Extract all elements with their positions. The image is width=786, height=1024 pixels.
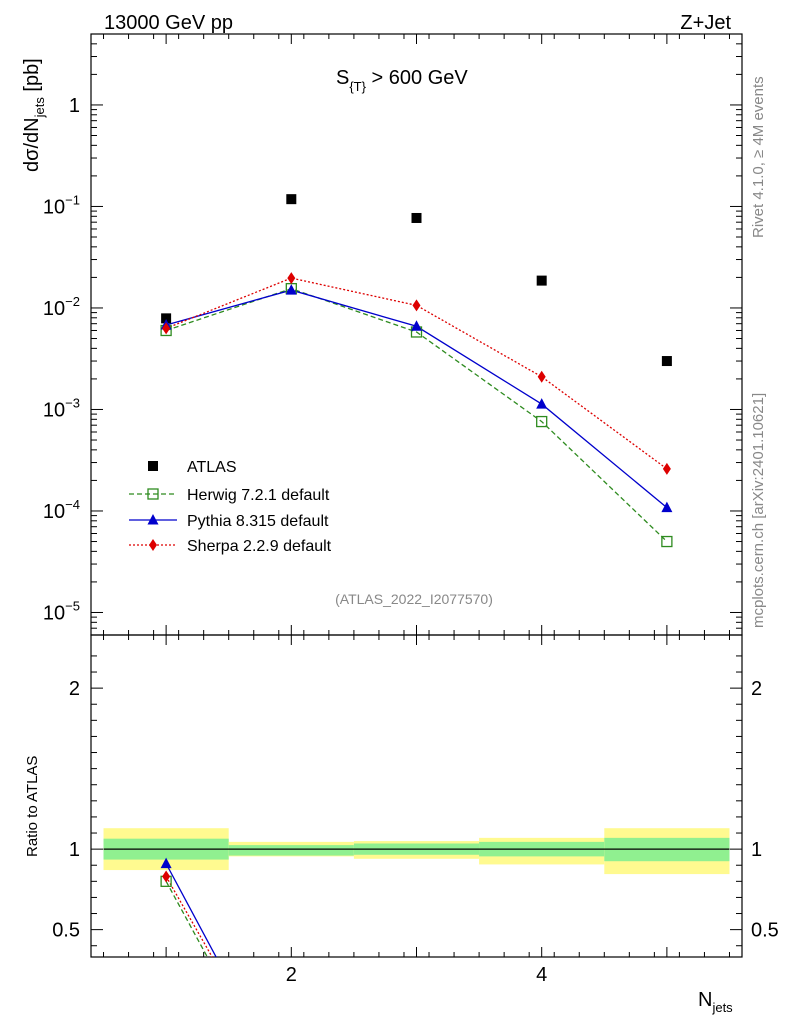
- legend-label-sherpa: Sherpa 2.2.9 default: [187, 538, 332, 555]
- legend-label-pythia: Pythia 8.315 default: [187, 513, 329, 530]
- energy-label: 13000 GeV pp: [104, 12, 233, 34]
- cut-label-main: S: [336, 67, 349, 89]
- process-label: Z+Jet: [680, 12, 731, 34]
- cut-label-sub: {T}: [349, 79, 366, 94]
- ratio-y-tick-label-right: 2: [751, 678, 762, 700]
- main-point-pythia-3: [411, 320, 422, 331]
- main-y-tick-mantissa: 10: [43, 501, 65, 523]
- main-y-tick-label: 1: [69, 95, 80, 117]
- main-point-pythia-2: [285, 284, 297, 295]
- main-y-tick-exponent: −3: [65, 395, 80, 410]
- ratio-panel-frame: [90, 634, 743, 958]
- rivet-label: Rivet 4.1.0, ≥ 4M events: [750, 76, 767, 238]
- main-y-tick-label: 10−2: [43, 294, 80, 320]
- main-y-tick-exponent: −2: [65, 294, 80, 309]
- cut-label: S{T} > 600 GeV: [336, 67, 468, 94]
- main-point-herwig-5: [661, 535, 673, 548]
- main-point-pythia-5: [661, 501, 673, 513]
- main-y-label-main: dσ/dN: [21, 117, 43, 172]
- main-point-pythia-4: [536, 398, 548, 409]
- ratio-y-tick-label-left: 2: [69, 678, 80, 700]
- ratio-y-axis-label: Ratio to ATLAS: [24, 756, 41, 857]
- main-y-tick-mantissa: 1: [69, 95, 80, 117]
- main-point-sherpa-1: [162, 322, 171, 335]
- ratio-y-tick-label-left: 1: [69, 839, 80, 861]
- main-point-data-4: [536, 275, 547, 286]
- main-point-herwig-4: [536, 415, 548, 428]
- ratio-line-herwig: [165, 881, 209, 957]
- legend-marker-data: [148, 461, 158, 471]
- main-point-sherpa-2: [287, 272, 296, 285]
- main-line-herwig: [165, 287, 668, 543]
- main-y-tick-label: 10−4: [43, 497, 80, 523]
- main-y-tick-label: 10−3: [43, 395, 80, 421]
- x-label-sub: jets: [711, 1000, 733, 1015]
- x-tick-label: 2: [286, 964, 297, 986]
- ratio-point-sherpa: [162, 870, 171, 883]
- main-point-data-2: [286, 194, 297, 205]
- ratio-series-group: [165, 863, 217, 957]
- legend-marker-herwig: [147, 488, 159, 500]
- main-y-tick-mantissa: 10: [43, 602, 65, 624]
- main-point-data-3: [411, 212, 422, 223]
- main-y-label-sub: jets: [32, 97, 47, 119]
- x-axis-label: Njets: [698, 989, 733, 1015]
- analysis-label: (ATLAS_2022_I2077570): [335, 591, 493, 607]
- main-y-tick-exponent: −4: [65, 497, 80, 512]
- main-y-tick-mantissa: 10: [43, 399, 65, 421]
- main-y-tick-exponent: −1: [65, 192, 80, 207]
- main-y-axis-label: dσ/dNjets [pb]: [21, 58, 47, 172]
- ratio-point-pythia: [160, 857, 172, 869]
- ratio-y-tick-label-left: 0.5: [52, 920, 80, 942]
- legend-label-herwig: Herwig 7.2.1 default: [187, 487, 330, 504]
- main-y-label-unit: [pb]: [21, 58, 43, 97]
- main-point-data-1: [161, 313, 172, 324]
- main-y-tick-label: 10−5: [43, 598, 80, 624]
- ratio-y-tick-label-right: 0.5: [751, 920, 779, 942]
- legend-marker-pythia: [147, 514, 159, 525]
- main-y-tick-mantissa: 10: [43, 298, 65, 320]
- main-point-data-5: [661, 356, 672, 367]
- cut-label-rest: > 600 GeV: [366, 67, 468, 89]
- main-y-tick-exponent: −5: [65, 598, 80, 613]
- x-label-main: N: [698, 989, 712, 1011]
- ratio-band-inner-2: [228, 845, 354, 856]
- main-line-sherpa: [165, 277, 668, 470]
- main-point-sherpa-4: [537, 370, 546, 383]
- main-y-tick-label: 10−1: [43, 192, 80, 218]
- ratio-y-tick-label-right: 1: [751, 839, 762, 861]
- main-point-sherpa-5: [662, 462, 671, 475]
- ratio-line-pythia: [165, 863, 217, 957]
- legend-label-data: ATLAS: [187, 459, 237, 476]
- main-point-sherpa-3: [412, 299, 421, 312]
- source-label: mcplots.cern.ch [arXiv:2401.10621]: [750, 393, 767, 628]
- main-y-tick-mantissa: 10: [43, 196, 65, 218]
- x-tick-label: 4: [536, 964, 547, 986]
- legend-marker-sherpa: [149, 539, 157, 551]
- ratio-line-sherpa: [165, 876, 213, 957]
